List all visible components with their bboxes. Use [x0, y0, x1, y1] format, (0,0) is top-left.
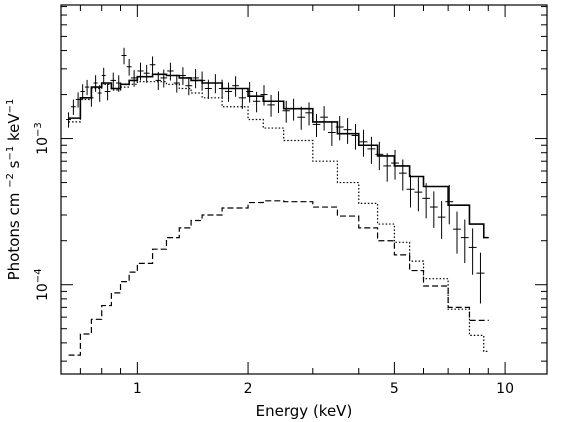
y-tick-label-base: 10: [35, 137, 51, 155]
y-tick-label: 10−4: [33, 268, 51, 301]
y-tick-label-exponent: −3: [33, 122, 44, 137]
x-tick-label: 10: [496, 381, 514, 397]
model-soft-component-line: [68, 81, 489, 352]
major-ticks: [61, 5, 547, 374]
y-axis-label-exponent: −1: [5, 146, 16, 161]
series-layer: [66, 47, 489, 356]
y-tick-label-exponent: −4: [33, 268, 44, 283]
data-points-series: [66, 47, 485, 304]
y-axis-label-exponent: −2: [5, 173, 16, 188]
model-total-line: [68, 73, 489, 239]
y-axis-label-head: Photons cm: [5, 193, 23, 281]
y-axis-label-exponent: −1: [5, 99, 16, 114]
minor-ticks: [61, 5, 547, 374]
y-axis-label: Photons cm −2 s−1 keV−1: [5, 99, 23, 281]
x-tick-label: 1: [133, 381, 142, 397]
y-tick-label: 10−3: [33, 122, 51, 155]
plot-frame: [60, 4, 548, 375]
y-axis-label-unit: keV: [5, 113, 23, 146]
y-tick-label-base: 10: [35, 283, 51, 301]
x-axis-label: Energy (keV): [256, 402, 353, 420]
x-tick-label: 2: [244, 381, 253, 397]
x-tick-label: 5: [390, 381, 399, 397]
model-hard-component-line: [68, 200, 489, 356]
y-axis-label-unit: s: [5, 160, 23, 173]
